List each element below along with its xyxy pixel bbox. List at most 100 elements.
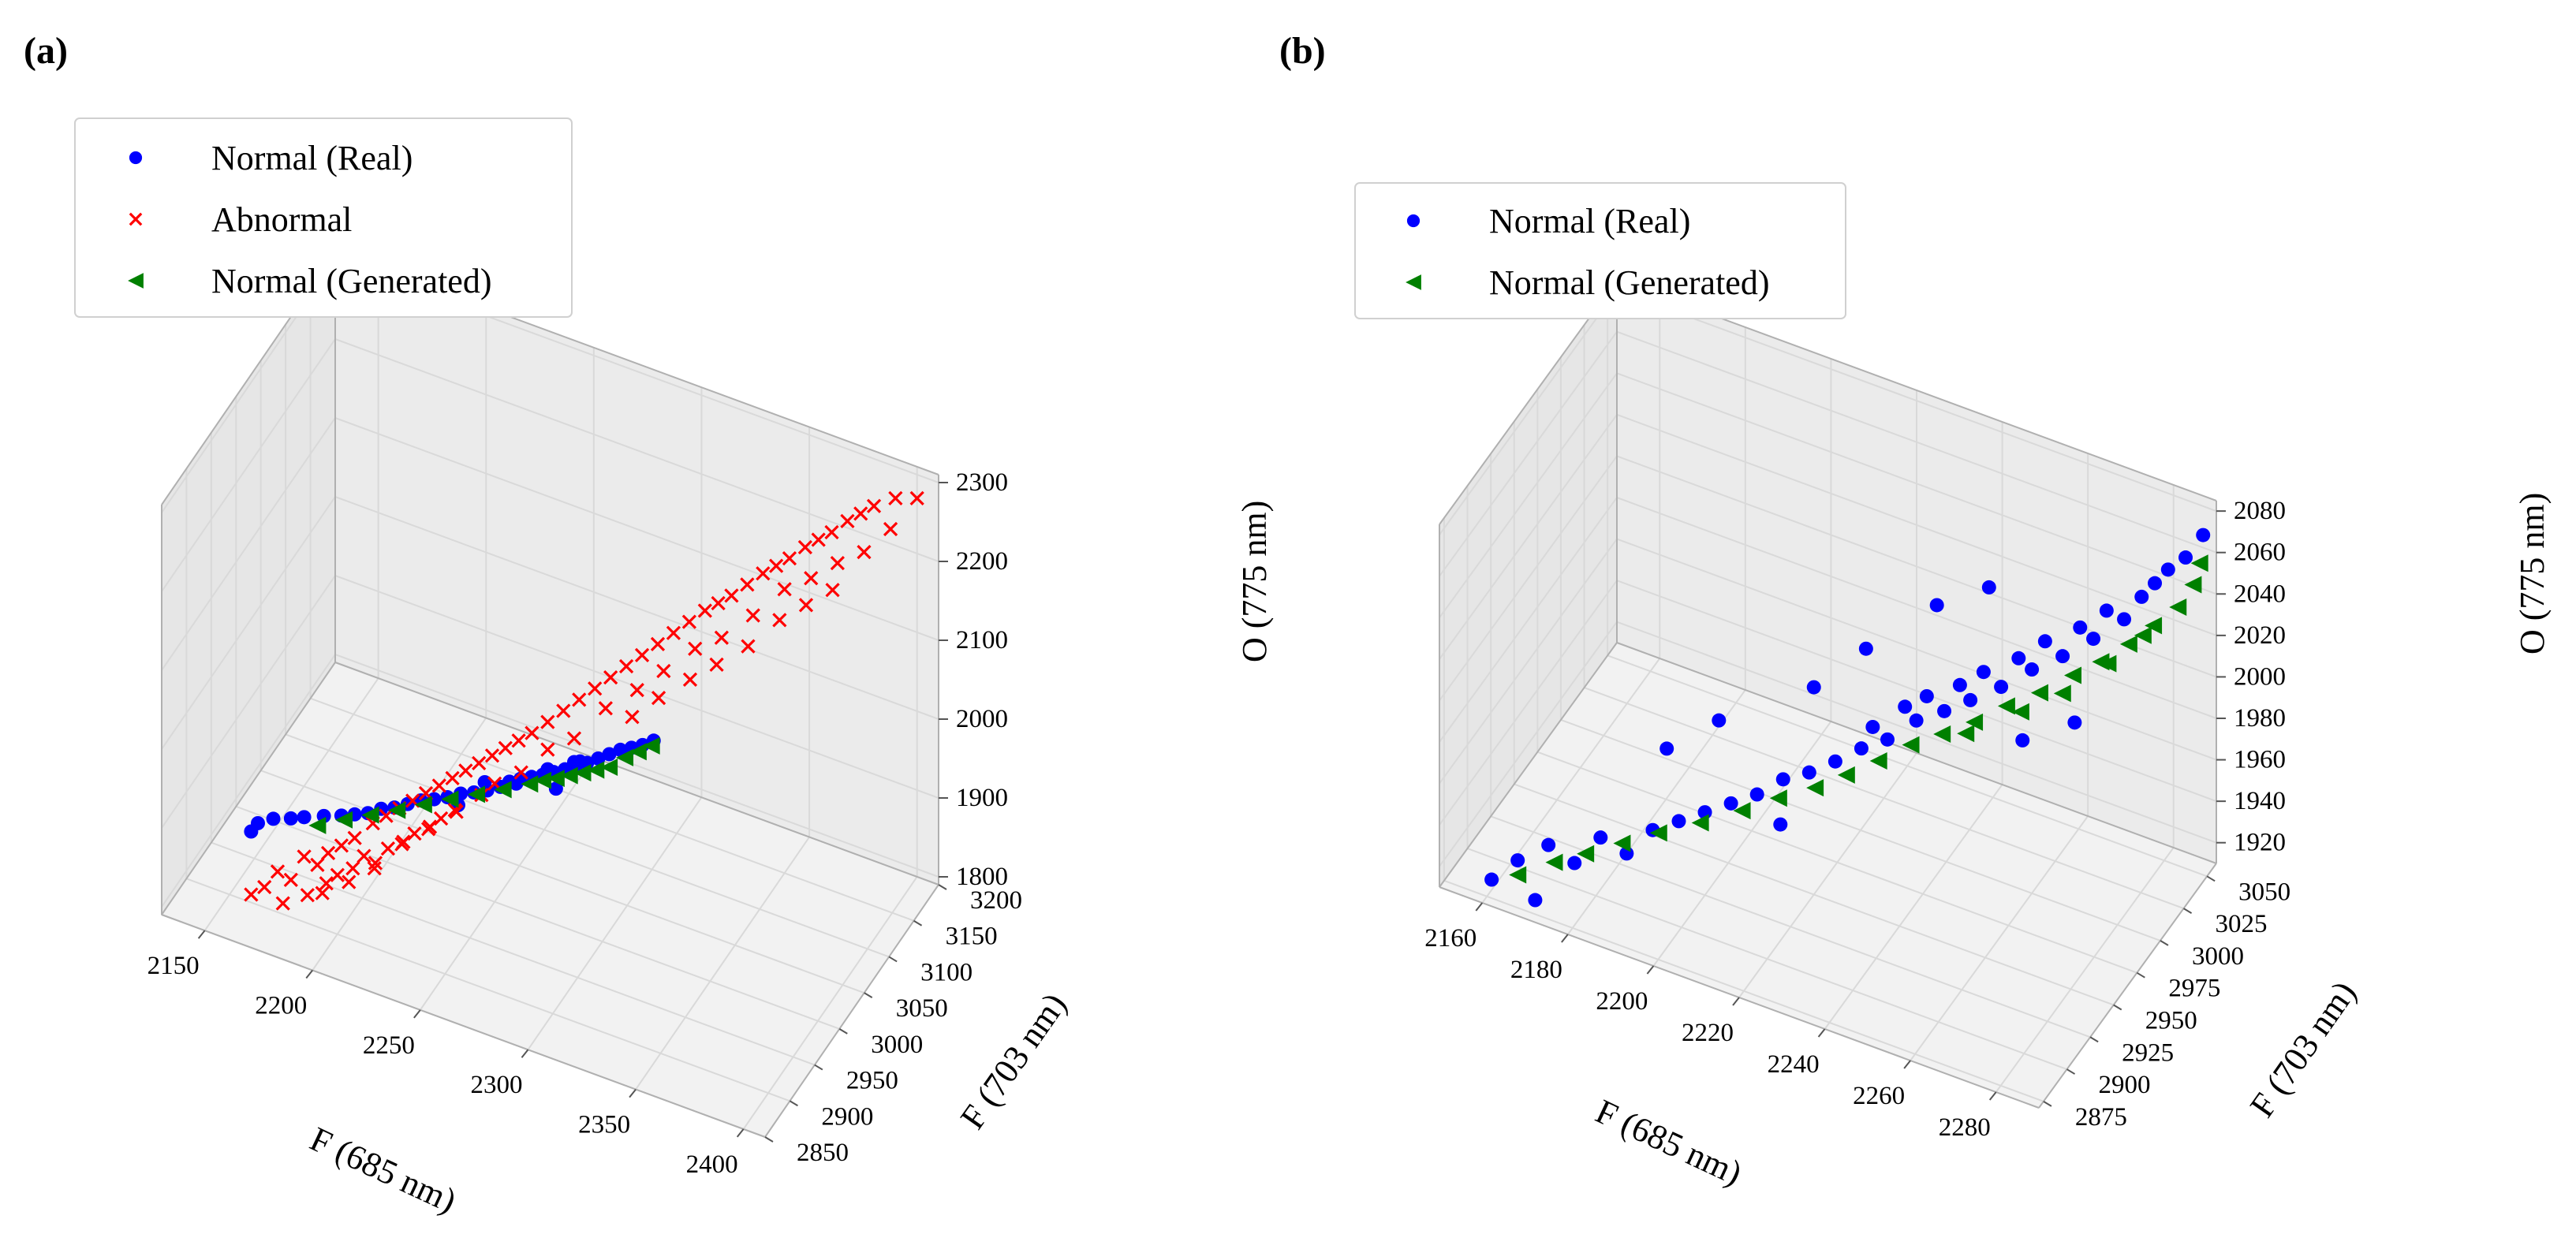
panel-a-legend: Normal (Real) Abnormal Normal (Generated)	[74, 117, 573, 318]
panel-a-ytick-7: 3200	[970, 886, 1022, 915]
panel-b-normal-real-point-12	[1775, 772, 1790, 787]
panel-b-xtick-1: 2180	[1510, 956, 1562, 984]
panel-a-legend-marker-1	[129, 212, 143, 226]
panel-a-edge-1	[764, 884, 939, 1138]
panel-a-abnormal-point-77	[368, 856, 383, 871]
panel-b-normal-real-point-42	[1806, 680, 1821, 695]
panel-b-normal-generated-point-9	[1837, 766, 1855, 784]
panel-a-abnormal-point-6	[300, 888, 315, 903]
panel-a-normal-real-point-3	[283, 811, 298, 826]
panel-a-ztick-0: 1800	[956, 863, 1008, 891]
panel-b-normal-real-point-41	[1858, 641, 1873, 656]
panel-a-normal-generated-point-10	[573, 764, 592, 782]
panel-b-ylabel: F (703 nm)	[2242, 974, 2364, 1124]
panel-b-legend-label-0: Normal (Real)	[1489, 202, 1690, 240]
panel-a-abnormal-point-46	[711, 595, 726, 611]
panel-b-normal-real-point-13	[1801, 765, 1816, 780]
panel-a-abnormal-point-39	[603, 670, 618, 685]
panel-b-ytick-1: 2900	[2099, 1071, 2151, 1099]
panel-a-ylabel: F (703 nm)	[953, 986, 1074, 1135]
panel-b-xtick-5: 2260	[1853, 1082, 1905, 1110]
panel-a-xtick-mark-3	[521, 1049, 529, 1058]
panel-a-normal-generated-point-5	[441, 790, 459, 808]
panel-a-abnormal-point-7	[310, 857, 325, 872]
panel-a-xtick-mark-2	[413, 1009, 421, 1019]
panel-a-abnormal-point-33	[511, 733, 526, 748]
panel-a-abnormal-point-50	[768, 558, 784, 573]
panel-a-abnormal-point-51	[782, 551, 797, 566]
panel-a-ytick-2: 2950	[846, 1067, 898, 1095]
panel-a-abnormal-point-9	[320, 845, 336, 860]
panel-a-xtick-5: 2400	[686, 1150, 738, 1179]
panel-a-abnormal-point-47	[724, 588, 739, 603]
panel-b-normal-real-point-43	[2015, 733, 2030, 748]
panel-b-ztick-6: 2040	[2234, 580, 2286, 608]
panel-b-normal-real-point-5	[1593, 830, 1608, 845]
panel-b-normal-generated-point-20	[2169, 598, 2187, 616]
panel-a-xtick-mark-4	[629, 1088, 637, 1098]
panel-b-xtick-0: 2160	[1424, 924, 1477, 953]
panel-a-abnormal-point-81	[651, 691, 666, 706]
panel-a-xtick-4: 2350	[578, 1111, 630, 1139]
panel-b-normal-real-point-16	[1865, 719, 1880, 734]
panel-b-normal-generated-point-10	[1869, 752, 1887, 770]
panel-b-ticks: 2160 2180 2200 2220 2240 2260 2280 2875 2900 2925…	[1424, 497, 2290, 1142]
panel-b-normal-real-point-8	[1671, 814, 1686, 829]
panel-a-abnormal-point-83	[709, 657, 724, 672]
panel-a-abnormal-point-11	[334, 838, 349, 853]
panel-b-normal-generated-point-2	[1577, 844, 1595, 863]
panel-b-normal-real-point-47	[1659, 741, 1674, 756]
panel-a-abnormal-point-37	[572, 692, 587, 707]
panel-a-abnormal-point-61	[513, 765, 528, 780]
panel-b-normal-real-point-0	[1484, 872, 1499, 887]
panel-a-abnormal-point-42	[650, 636, 666, 651]
panel-b-normal-real-point-2	[1528, 893, 1543, 908]
panel-b-normal-real-point-4	[1567, 856, 1582, 871]
panel-b-normal-generated-point-7	[1769, 789, 1787, 807]
panel-a-ytick-4: 3050	[896, 994, 948, 1023]
panel-b-normal-real-point-11	[1749, 787, 1764, 802]
panel-a-abnormal-point-66	[656, 663, 671, 679]
panel-b-xtick-mark-1	[1561, 934, 1569, 943]
panel-a-ytick-mark-4	[864, 992, 873, 999]
panel-a-abnormal-point-75	[420, 822, 436, 837]
panel-b-normal-real-point-3	[1541, 837, 1556, 852]
panel-b-xtick-3: 2220	[1682, 1019, 1734, 1047]
panel-b-xtick-2: 2200	[1596, 987, 1648, 1016]
panel-a-abnormal-point-10	[330, 867, 345, 882]
panel-a-abnormal-point-65	[629, 682, 644, 698]
panel-b-normal-real-point-24	[1976, 665, 1991, 680]
panel-b-normal-generated-point-24	[2011, 703, 2029, 721]
panel-b-normal-generated-point-14	[1997, 697, 2015, 715]
panel-b-normal-generated-point-15	[2030, 684, 2048, 702]
panel-a-abnormal-point-56	[853, 506, 868, 521]
panel-b-edge-8	[1439, 279, 1618, 525]
panel-b-legend: Normal (Real) Normal (Generated)	[1354, 182, 1846, 319]
panel-a-ytick-3: 3000	[871, 1031, 923, 1059]
panel-a-abnormal-point-68	[714, 630, 729, 645]
panel-a-floor-pane	[162, 662, 939, 1137]
panel-a-abnormal-point-62	[540, 742, 555, 757]
panel-a-abnormal-point-78	[342, 874, 357, 889]
panel-a-xtick-mark-0	[197, 930, 206, 939]
panel-b-normal-generated-point-13	[1966, 713, 1984, 731]
panel-b-ytick-mark-1	[2066, 1068, 2076, 1075]
panel-b-normal-real-point-45	[1773, 817, 1788, 832]
panel-a-abnormal-point-13	[347, 830, 362, 845]
panel-a-abnormal-point-71	[804, 571, 819, 586]
panel-b-normal-generated-point-23	[1957, 725, 1975, 743]
panel-a-abnormal-point-84	[741, 639, 756, 654]
panel-a-normal-generated-point-14	[642, 736, 660, 755]
panel-b-edge-1	[2038, 863, 2217, 1109]
panel-a-xtick-0: 2150	[147, 952, 200, 980]
panel-b-normal-real-point-28	[2037, 634, 2052, 649]
panel-a-normal-generated-point-4	[414, 796, 432, 814]
panel-b-ytick-mark-6	[2183, 908, 2193, 914]
panel-a-abnormal-point-86	[798, 598, 814, 613]
panel-b-ztick-3: 1980	[2234, 704, 2286, 733]
panel-a-label: (a)	[24, 30, 68, 72]
panel-a-abnormal-point-18	[380, 841, 396, 856]
panel-a-ytick-1: 2900	[821, 1102, 873, 1131]
panel-a-abnormal-point-12	[345, 861, 360, 876]
panel-a-ytick-mark-3	[838, 1027, 848, 1035]
